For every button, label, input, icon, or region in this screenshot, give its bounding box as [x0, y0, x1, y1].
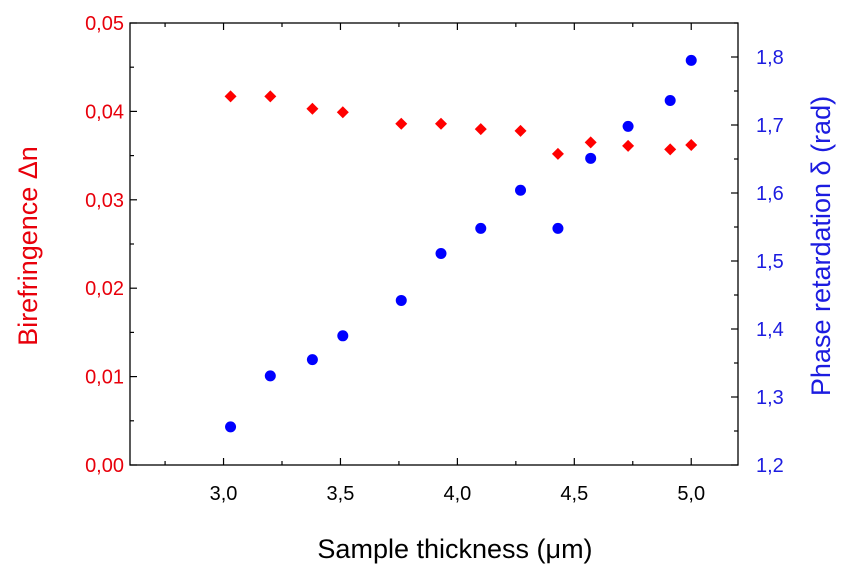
x-tick-label: 4,5: [560, 483, 588, 505]
left-y-axis-title: Birefringence Δn: [13, 146, 43, 346]
data-points: [224, 54, 698, 433]
y-left-tick-label: 0,03: [85, 190, 124, 212]
y-left-tick-label: 0,00: [85, 455, 124, 477]
birefringence-point: [474, 123, 487, 136]
birefringence-point: [584, 136, 597, 149]
phase-retardation-point: [395, 294, 407, 306]
birefringence-point: [306, 102, 319, 115]
y-right-tick-label: 1,2: [756, 455, 784, 477]
phase-retardation-point: [685, 54, 697, 66]
y-right-tick-label: 1,7: [756, 115, 784, 137]
birefringence-point: [664, 143, 677, 156]
left-y-axis: 0,00 0,01 0,02 0,03 0,04 0,05: [85, 13, 137, 477]
birefringence-point: [336, 106, 349, 119]
phase-retardation-point: [306, 354, 318, 366]
x-tick-label: 3,0: [210, 483, 238, 505]
x-axis: 3,0 3,5 4,0 4,5 5,0: [164, 23, 705, 505]
phase-retardation-point: [515, 184, 527, 196]
y-left-tick-label: 0,05: [85, 13, 124, 35]
birefringence-point: [551, 147, 564, 160]
y-left-tick-label: 0,04: [85, 101, 124, 123]
x-axis-title: Sample thickness (μm): [317, 534, 592, 564]
birefringence-point: [264, 90, 277, 103]
x-tick-label: 5,0: [677, 483, 705, 505]
phase-retardation-point: [622, 120, 634, 132]
phase-retardation-point: [552, 222, 564, 234]
phase-retardation-point: [337, 330, 349, 342]
y-left-tick-label: 0,02: [85, 278, 124, 300]
plot-frame: [129, 22, 739, 466]
x-tick-label: 4,0: [443, 483, 471, 505]
phase-retardation-point: [664, 95, 676, 107]
birefringence-point: [685, 138, 698, 151]
phase-retardation-point: [435, 248, 447, 260]
phase-retardation-point: [585, 152, 597, 164]
y-right-tick-label: 1,6: [756, 183, 784, 205]
phase-retardation-point: [475, 222, 487, 234]
y-right-tick-label: 1,5: [756, 251, 784, 273]
phase-retardation-point: [264, 370, 276, 382]
y-right-tick-label: 1,3: [756, 387, 784, 409]
birefringence-point: [224, 90, 237, 103]
birefringence-point: [622, 139, 635, 152]
y-right-tick-label: 1,8: [756, 47, 784, 69]
right-y-axis: 1,2 1,3 1,4 1,5 1,6 1,7 1,8: [731, 22, 784, 477]
birefringence-point: [395, 117, 408, 130]
y-right-tick-label: 1,4: [756, 319, 784, 341]
right-y-axis-title: Phase retardation δ (rad): [806, 96, 836, 396]
y-left-tick-label: 0,01: [85, 367, 124, 389]
x-tick-label: 3,5: [327, 483, 355, 505]
birefringence-point: [514, 124, 527, 137]
birefringence-point: [435, 117, 448, 130]
phase-retardation-point: [225, 421, 237, 433]
plot-border: [129, 22, 739, 466]
